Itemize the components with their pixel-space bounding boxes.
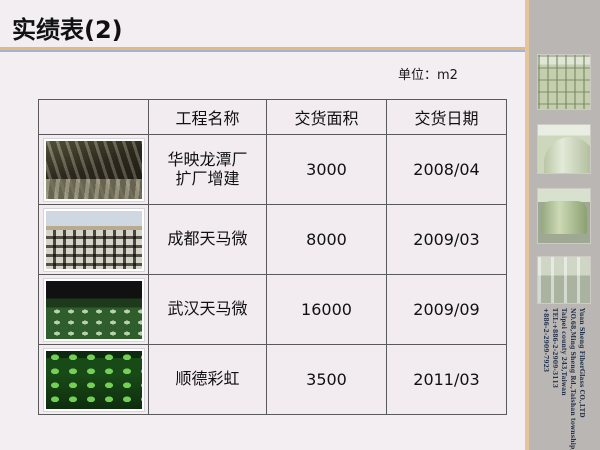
row-delivery-area: 3000 <box>266 134 387 205</box>
row-delivery-date: 2011/03 <box>386 344 507 415</box>
project-name-line-1: 顺德彩虹 <box>175 369 240 389</box>
row-project-name: 华映龙潭厂 扩厂增建 <box>148 134 267 205</box>
address-line-city: Taipei county 243,Taiwan <box>560 308 567 396</box>
project-name-line-1: 成都天马微 <box>167 229 248 249</box>
title-rule-gold <box>0 47 525 50</box>
table-row: 武汉天马微 16000 2009/09 <box>38 274 507 345</box>
row-thumbnail-cell <box>38 134 149 205</box>
row-project-name: 成都天马微 <box>148 204 267 275</box>
address-line-tel-alt: +886-2-2909-7923 <box>542 308 549 373</box>
table-row: 顺德彩虹 3500 2011/03 <box>38 344 507 415</box>
factory-ceiling-beams-photo <box>537 54 591 110</box>
row-project-name: 武汉天马微 <box>148 274 267 345</box>
project-name-line-2: 扩厂增建 <box>175 168 240 188</box>
frp-tank-closeup-photo <box>537 124 591 174</box>
table-header-project-name: 工程名称 <box>148 99 267 135</box>
row-delivery-date: 2009/09 <box>386 274 507 345</box>
unit-label: 单位：m2 <box>398 68 458 83</box>
title-bar: 实绩表(2) <box>0 0 525 52</box>
results-table: 工程名称 交货面积 交货日期 华映龙潭厂 扩厂增建 3000 2008/04 <box>38 99 507 415</box>
page-title: 实绩表(2) <box>12 16 123 44</box>
row-delivery-area: 3500 <box>266 344 387 415</box>
construction-site-tanks-photo <box>42 207 145 272</box>
green-domes-floor-photo <box>42 347 145 412</box>
right-sidebar: Yuan Sheng FiberGlass CO.,LTD NO.68,Ming… <box>525 0 600 450</box>
row-delivery-date: 2008/04 <box>386 134 507 205</box>
row-thumbnail-cell <box>38 274 149 345</box>
project-name-line-1: 武汉天马微 <box>167 299 248 319</box>
row-thumbnail-cell <box>38 204 149 275</box>
green-frp-tanks-photo <box>537 188 591 244</box>
row-delivery-area: 8000 <box>266 204 387 275</box>
table-row: 华映龙潭厂 扩厂增建 3000 2008/04 <box>38 134 507 205</box>
table-header-delivery-date: 交货日期 <box>386 99 507 135</box>
row-project-name: 顺德彩虹 <box>148 344 267 415</box>
row-delivery-date: 2009/03 <box>386 204 507 275</box>
title-rule-blue <box>0 50 525 52</box>
address-line-street: NO.68,Ming Sheng Rd.,Taishan township, <box>569 308 576 450</box>
table-header-delivery-area: 交货面积 <box>266 99 387 135</box>
row-thumbnail-cell <box>38 344 149 415</box>
dark-industrial-roof-photo <box>42 137 145 202</box>
project-name-line-1: 华映龙潭厂 <box>167 149 248 169</box>
address-line-company: Yuan Sheng FiberGlass CO.,LTD <box>578 308 585 418</box>
table-header-row: 工程名称 交货面积 交货日期 <box>38 99 507 135</box>
row-delivery-area: 16000 <box>266 274 387 345</box>
sidebar-accent-stripe <box>525 0 529 450</box>
address-line-tel: TEL:+886-2-2909-3113 <box>551 308 558 389</box>
green-floor-interior-photo <box>42 277 145 342</box>
plant-interior-floor-photo <box>537 256 591 304</box>
table-row: 成都天马微 8000 2009/03 <box>38 204 507 275</box>
company-address-block: Yuan Sheng FiberGlass CO.,LTD NO.68,Ming… <box>525 300 600 450</box>
table-header-thumb <box>38 99 149 135</box>
